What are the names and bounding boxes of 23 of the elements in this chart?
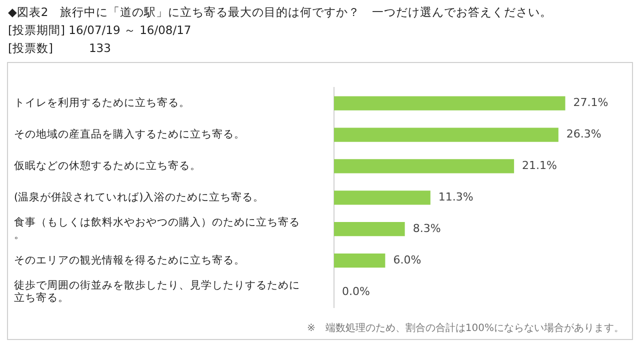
y-tick-label: トイレを利用するために立ち寄る。 (14, 96, 190, 110)
y-tick-label: 仮眠などの休憩するために立ち寄る。 (14, 158, 201, 172)
data-label: 27.1% (573, 96, 608, 110)
data-label: 21.1% (522, 159, 558, 172)
y-tick-label: 徒歩で周囲の街並みを散歩したり、見学したりするために立ち寄る。 (14, 278, 300, 304)
y-tick-label: 食事（もしくは飲料水やおやつの購入）のために立ち寄る。 (14, 216, 300, 242)
bar (334, 159, 514, 174)
data-label: 8.3% (412, 222, 441, 235)
data-label: 26.3% (566, 128, 602, 141)
chart-title: ◆図表2 旅行中に「道の駅」に立ち寄る最大の目的は何ですか？ 一つだけ選んでお答えください。 (8, 4, 552, 21)
bar (334, 96, 566, 110)
y-tick-label: そのエリアの観光情報を得るために立ち寄る。 (14, 253, 245, 266)
bar (334, 253, 386, 268)
data-label: 6.0% (393, 253, 422, 266)
text: [投票期間] 16/07/19 ～ 16/08/17 [投票数] 133 (8, 22, 192, 57)
bar (334, 190, 430, 205)
bar (334, 222, 405, 236)
bar (334, 128, 558, 142)
data-label: 11.3% (438, 190, 474, 204)
y-tick-label: (温泉が併設されていれば)入浴のために立ち寄る。 (14, 190, 264, 204)
y-tick-label: その地域の産直品を購入するために立ち寄る。 (14, 128, 245, 140)
text: ※ 端数処理のため、割合の合計は100%にならない場合があります。 (307, 322, 624, 335)
data-label: 0.0% (342, 284, 370, 298)
